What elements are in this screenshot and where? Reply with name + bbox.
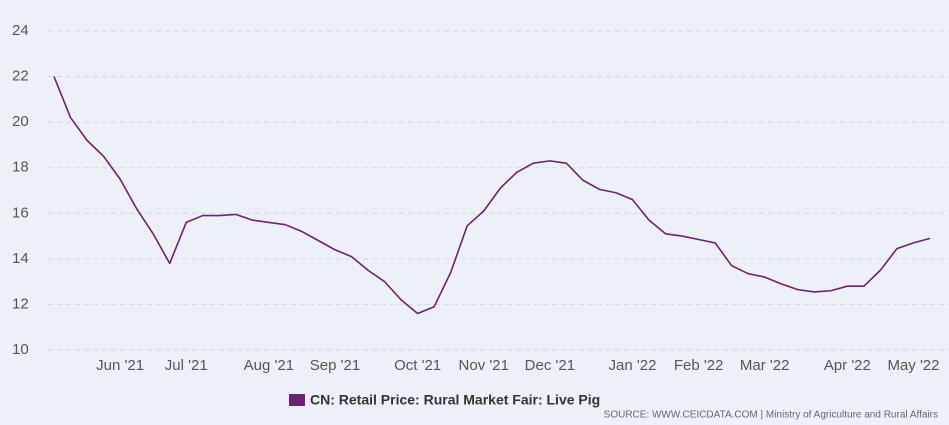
x-tick-label: Oct '21 [394,357,441,374]
line-series [53,76,931,315]
x-tick-label: Jul '21 [165,357,208,374]
y-tick-label: 18 [12,159,29,176]
y-tick-label: 22 [12,68,29,85]
y-tick-label: 16 [12,204,29,221]
x-tick-label: Jan '22 [609,357,657,374]
y-tick-label: 24 [12,22,29,39]
x-tick-label: Mar '22 [740,357,790,374]
x-tick-label: Nov '21 [459,357,509,374]
x-tick-label: Feb '22 [674,357,724,374]
x-tick-label: Sep '21 [310,357,360,374]
x-tick-label: May '22 [887,357,939,374]
source-note: SOURCE: WWW.CEICDATA.COM | Ministry of A… [604,410,938,421]
x-tick-label: Dec '21 [525,357,575,374]
legend-swatch [289,394,305,406]
y-tick-label: 12 [12,295,29,312]
y-tick-label: 20 [12,113,29,130]
legend-label: CN: Retail Price: Rural Market Fair: Liv… [310,392,600,408]
grid: 10 12 14 16 18 20 22 24 Jun '21 Jul '21 Aug '21 Sep… [12,22,949,374]
x-tick-label: Aug '21 [244,357,294,374]
y-tick-label: 14 [12,250,29,267]
plot [53,76,931,315]
y-tick-label: 10 [12,341,29,358]
x-tick-label: Apr '22 [824,357,871,374]
x-tick-label: Jun '21 [96,357,144,374]
